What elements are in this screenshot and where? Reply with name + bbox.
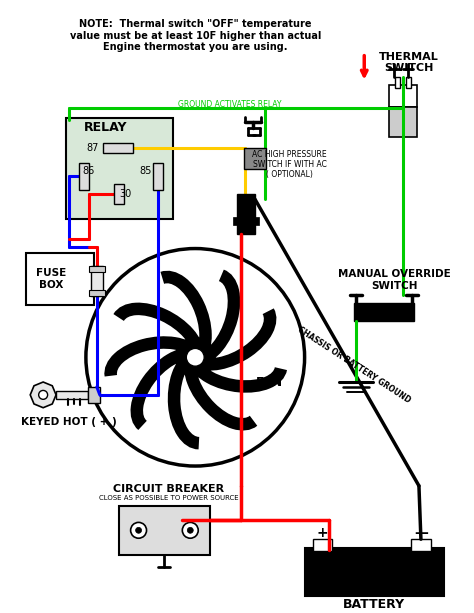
Text: CHASSIS OR BATTERY GROUND: CHASSIS OR BATTERY GROUND	[296, 326, 412, 405]
Text: —: —	[414, 527, 428, 540]
Bar	[244, 148, 266, 169]
Text: CLOSE AS POSSIBLE TO POWER SOURCE: CLOSE AS POSSIBLE TO POWER SOURCE	[99, 495, 238, 501]
Text: GROUND ACTIVATES RELAY: GROUND ACTIVATES RELAY	[178, 100, 282, 109]
Text: KEYED HOT ( + ): KEYED HOT ( + )	[21, 417, 117, 427]
Text: +: +	[317, 527, 328, 540]
Bar	[89, 290, 105, 296]
Text: 87: 87	[87, 143, 99, 153]
Bar	[89, 266, 105, 272]
Bar	[312, 539, 332, 551]
Text: FAN: FAN	[256, 376, 283, 389]
Bar	[154, 162, 164, 190]
Bar	[114, 185, 124, 204]
Bar	[88, 387, 100, 403]
Bar	[118, 506, 210, 555]
Bar	[79, 162, 89, 190]
Circle shape	[175, 338, 215, 377]
Bar	[91, 266, 103, 296]
Text: CIRCUIT BREAKER: CIRCUIT BREAKER	[113, 484, 224, 494]
Text: AC HIGH PRESSURE
SWITCH IF WITH AC
( OPTIONAL): AC HIGH PRESSURE SWITCH IF WITH AC ( OPT…	[252, 150, 327, 180]
Text: RELAY: RELAY	[84, 121, 128, 134]
Bar	[26, 254, 94, 305]
Circle shape	[182, 522, 198, 538]
Circle shape	[186, 348, 204, 366]
Circle shape	[187, 527, 193, 533]
Text: MANUAL OVERRIDE
SWITCH: MANUAL OVERRIDE SWITCH	[337, 269, 450, 291]
Text: 30: 30	[119, 189, 132, 199]
Bar	[233, 217, 259, 225]
Circle shape	[131, 522, 146, 538]
Circle shape	[39, 390, 47, 399]
Bar	[389, 85, 417, 107]
Text: NOTE:  Thermal switch "OFF" temperature
value must be at least 10F higher than a: NOTE: Thermal switch "OFF" temperature v…	[70, 19, 321, 52]
Bar	[395, 77, 400, 88]
Bar	[389, 107, 417, 137]
Bar	[237, 194, 255, 234]
Text: BATTERY: BATTERY	[343, 598, 405, 611]
Text: 86: 86	[83, 167, 95, 177]
Circle shape	[86, 248, 305, 466]
Bar	[411, 539, 431, 551]
Bar	[305, 548, 444, 596]
Bar	[66, 118, 173, 219]
Bar	[56, 391, 88, 399]
Bar	[406, 77, 411, 88]
Circle shape	[136, 527, 142, 533]
Text: 85: 85	[139, 167, 152, 177]
Bar	[103, 143, 133, 153]
Polygon shape	[30, 382, 56, 408]
Text: THERMAL
SWITCH: THERMAL SWITCH	[379, 52, 439, 74]
Text: FUSE
BOX: FUSE BOX	[36, 268, 66, 290]
Bar	[354, 303, 414, 321]
